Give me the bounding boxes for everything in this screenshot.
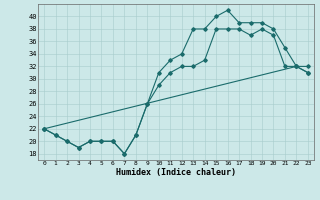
X-axis label: Humidex (Indice chaleur): Humidex (Indice chaleur) <box>116 168 236 177</box>
